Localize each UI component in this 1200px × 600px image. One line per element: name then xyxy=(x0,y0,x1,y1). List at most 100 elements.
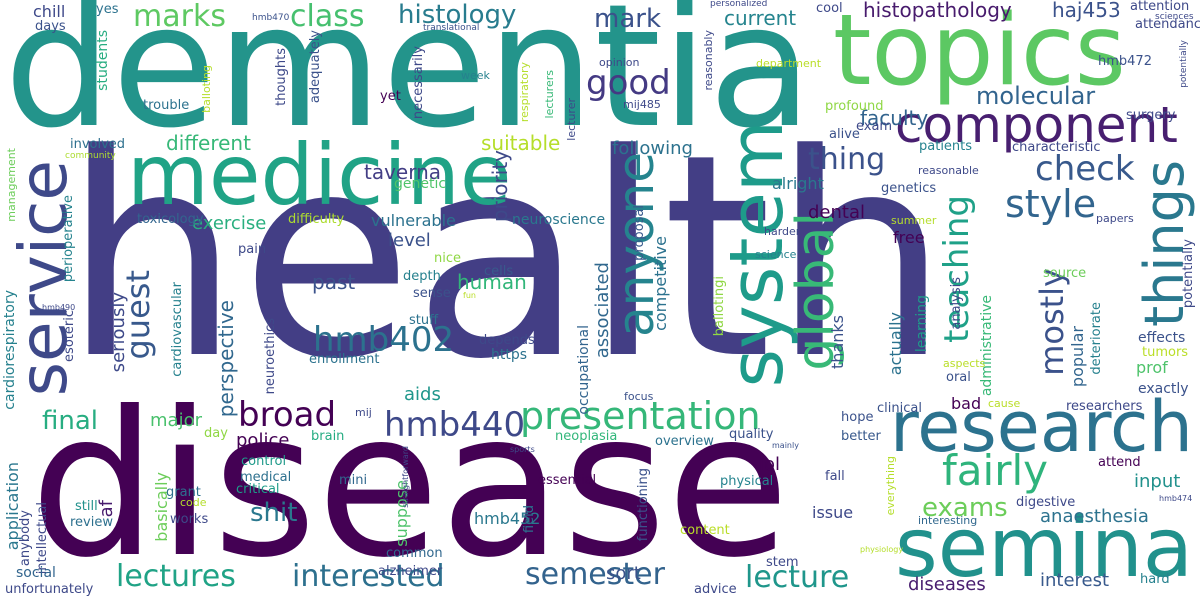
cloud-word: common xyxy=(386,546,443,561)
cloud-word: exam xyxy=(856,119,893,134)
cloud-word: class xyxy=(290,0,365,34)
cloud-word: https xyxy=(491,347,528,363)
cloud-word: popular xyxy=(1068,326,1087,388)
cloud-word: learning xyxy=(914,295,930,353)
cloud-word: vulnerable xyxy=(371,211,456,230)
cloud-word: attend xyxy=(1098,455,1141,470)
cloud-word: occupational xyxy=(576,325,592,415)
cloud-word: source xyxy=(1043,266,1087,281)
cloud-word: genetics xyxy=(881,181,937,196)
cloud-word: hmb440 xyxy=(384,405,526,445)
cloud-word: balloting xyxy=(200,65,213,113)
cloud-word: digestive xyxy=(1016,495,1076,510)
cloud-word: critical xyxy=(236,482,280,497)
cloud-word: translational xyxy=(423,23,480,33)
cloud-word: proposal xyxy=(632,205,647,261)
cloud-word: depends xyxy=(479,333,535,348)
cloud-word: potentially xyxy=(1179,40,1189,88)
cloud-word: field xyxy=(522,505,537,534)
cloud-word: functioning xyxy=(636,468,651,542)
cloud-word: essential xyxy=(538,473,597,488)
cloud-word: brain xyxy=(311,429,345,444)
cloud-word: yes xyxy=(96,2,119,17)
cloud-word: characteristic xyxy=(1012,140,1101,155)
cloud-word: different xyxy=(166,131,251,155)
cloud-word: free xyxy=(893,228,925,247)
cloud-word: thoughts xyxy=(274,48,289,106)
cloud-word: personalized xyxy=(710,0,768,9)
cloud-word: overview xyxy=(655,434,714,449)
cloud-word: hmb402 xyxy=(313,320,455,360)
cloud-word: hmb472 xyxy=(1098,54,1152,69)
cloud-word: final xyxy=(42,406,99,436)
cloud-word: physiology xyxy=(860,545,904,554)
cloud-word: research xyxy=(890,386,1193,468)
cloud-word: issue xyxy=(812,503,854,522)
cloud-word: human xyxy=(457,270,527,294)
cloud-word: analysis xyxy=(949,277,964,330)
cloud-word: pain xyxy=(238,242,267,257)
cloud-word: trouble xyxy=(143,98,190,113)
cloud-word: semester xyxy=(525,557,665,592)
cloud-word: adequately xyxy=(308,30,323,104)
cloud-word: days xyxy=(35,19,66,34)
cloud-word: style xyxy=(1005,182,1097,226)
cloud-word: fall xyxy=(825,469,845,484)
cloud-word: summer xyxy=(891,214,937,227)
cloud-word: control xyxy=(241,454,287,469)
cloud-word: level xyxy=(388,230,431,251)
cloud-word: focus xyxy=(624,390,654,403)
cloud-word: exactly xyxy=(1138,381,1189,397)
cloud-word: depth xyxy=(403,269,441,284)
cloud-word: mini xyxy=(339,473,368,488)
cloud-word: involved xyxy=(70,137,126,152)
cloud-word: diseases xyxy=(908,574,986,595)
cloud-word: current xyxy=(724,6,797,30)
cloud-word: science xyxy=(755,248,797,261)
cloud-word: social xyxy=(16,565,56,581)
cloud-word: researchers xyxy=(1066,399,1143,414)
cloud-word: everything xyxy=(884,456,897,516)
cloud-word: oral xyxy=(946,370,971,385)
cloud-word: toxicology xyxy=(137,212,204,227)
cloud-word: better xyxy=(841,429,881,444)
cloud-word: attention xyxy=(1130,0,1190,14)
cloud-word: disease xyxy=(30,369,790,600)
cloud-word: competitive xyxy=(651,236,670,331)
cloud-word: input xyxy=(1134,471,1181,492)
cloud-word: fairly xyxy=(942,446,1048,495)
cloud-word: alive xyxy=(829,127,860,142)
cloud-word: surgery xyxy=(1126,108,1176,123)
cloud-word: mostly xyxy=(1033,268,1071,376)
cloud-word: deteriorate xyxy=(1089,302,1104,375)
cloud-word: actually xyxy=(886,312,905,376)
cloud-word: molecular xyxy=(976,82,1096,110)
cloud-word: following xyxy=(612,138,693,159)
cloud-word: neoplasia xyxy=(555,429,618,444)
cloud-word: anaesthesia xyxy=(1040,506,1149,527)
cloud-word: exams xyxy=(922,493,1008,523)
cloud-word: yet xyxy=(380,89,401,104)
cloud-word: patients xyxy=(919,139,973,154)
cloud-word: papers xyxy=(1096,212,1134,225)
cloud-word: hmb470 xyxy=(252,13,290,23)
cloud-word: major xyxy=(150,410,202,431)
cloud-word: difficulty xyxy=(288,212,345,227)
cloud-word: respiratory xyxy=(518,62,531,123)
cloud-word: ballotingi xyxy=(712,276,727,337)
cloud-word: hard xyxy=(1140,572,1170,587)
cloud-word: straightforward xyxy=(401,446,410,508)
cloud-word: cells xyxy=(484,264,514,279)
cloud-word: interesting xyxy=(918,514,978,527)
cloud-word: lectures xyxy=(116,559,236,594)
cloud-word: marks xyxy=(133,0,226,34)
cloud-word: harder xyxy=(764,225,801,238)
cloud-word: topics xyxy=(833,0,1126,108)
cloud-word: suitable xyxy=(481,131,561,155)
cloud-word: mark xyxy=(594,4,662,34)
cloud-word: potentially xyxy=(1181,239,1196,309)
cloud-word: neuroethics xyxy=(263,318,278,395)
cloud-word: component xyxy=(895,96,1178,154)
cloud-word: enrollment xyxy=(309,352,380,367)
cloud-word: interest xyxy=(1040,570,1110,591)
